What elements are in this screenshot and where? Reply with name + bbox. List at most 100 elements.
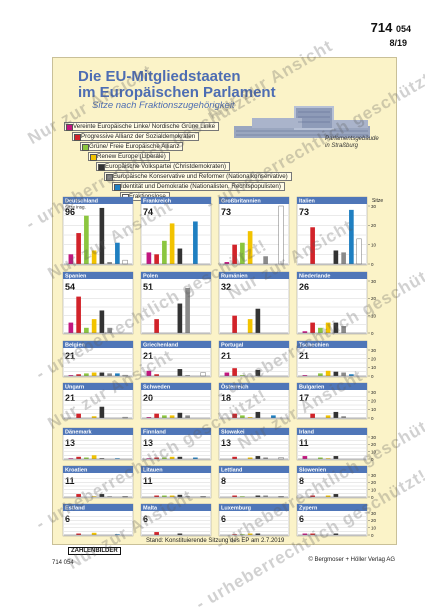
country-panel: Belgien 21 bbox=[62, 340, 134, 378]
panel-background bbox=[62, 271, 134, 335]
y-axis-label: Sitze bbox=[372, 198, 383, 204]
sheet-issue: 8/19 bbox=[389, 38, 407, 48]
bar bbox=[84, 457, 89, 459]
bar bbox=[68, 458, 74, 459]
country-total: 21 bbox=[65, 351, 75, 361]
legend-item: Renew Europe (Liberale) bbox=[88, 152, 170, 161]
y-tick-label: 30 bbox=[371, 204, 377, 209]
y-tick-label: 20 bbox=[371, 480, 377, 485]
bar bbox=[76, 296, 81, 333]
panel-header bbox=[219, 428, 289, 435]
legend-swatch bbox=[66, 124, 73, 131]
panel-header bbox=[219, 383, 289, 390]
panel-header bbox=[141, 272, 211, 279]
country-panel: Rumänien 32 bbox=[218, 271, 290, 335]
legend-item: Europäische Konservative und Reformer (N… bbox=[104, 172, 292, 181]
panel-header bbox=[63, 466, 133, 473]
country-name: Tschechien bbox=[299, 343, 329, 349]
y-tick-label: 30 bbox=[371, 279, 377, 284]
bar bbox=[271, 415, 276, 418]
bar bbox=[193, 457, 198, 459]
bar bbox=[185, 375, 190, 376]
bar bbox=[255, 495, 261, 497]
bar bbox=[247, 533, 253, 535]
bar bbox=[107, 262, 112, 264]
country-panel: Zypern 6 0 10 20 30 bbox=[296, 503, 377, 538]
bar bbox=[91, 416, 97, 418]
bar bbox=[232, 413, 237, 418]
country-total: 20 bbox=[143, 393, 153, 403]
country-panel: Kroatien 11 bbox=[62, 465, 134, 499]
bar bbox=[185, 415, 190, 418]
country-name: Österreich bbox=[221, 384, 249, 391]
y-tick-label: 30 bbox=[371, 390, 377, 395]
y-tick-label: 20 bbox=[371, 398, 377, 403]
bar bbox=[177, 533, 183, 535]
country-total: 51 bbox=[143, 282, 153, 292]
country-name: Spanien bbox=[65, 274, 87, 280]
country-name: Finnland bbox=[143, 430, 166, 436]
y-tick-label: 0 bbox=[371, 374, 374, 379]
legend-label: Grüne/ Freie Europäische Allianz bbox=[89, 143, 180, 150]
bar bbox=[169, 495, 175, 497]
country-panel: Slowenien 8 0 10 20 30 bbox=[296, 465, 377, 500]
panel-background bbox=[296, 271, 368, 335]
bar bbox=[177, 248, 183, 264]
legend-label: Renew Europe (Liberale) bbox=[97, 153, 166, 160]
y-tick-label: 0 bbox=[371, 533, 374, 538]
country-name: Estland bbox=[65, 506, 85, 512]
country-total: 6 bbox=[299, 514, 304, 524]
country-name: Irland bbox=[299, 430, 314, 436]
country-total: 21 bbox=[65, 393, 75, 403]
bar bbox=[76, 494, 81, 497]
bar bbox=[91, 250, 97, 264]
country-total: 11 bbox=[143, 476, 153, 486]
panel-header bbox=[297, 341, 367, 348]
country-panel: Tschechien 21 0 10 20 30 bbox=[296, 340, 377, 379]
country-name: Italien bbox=[299, 199, 316, 205]
legend-label: Vereinte Europäische Linke/ Nordische Gr… bbox=[73, 123, 216, 130]
bar bbox=[99, 310, 105, 333]
title-line-2: im Europäischen Parlament bbox=[78, 84, 276, 101]
publisher-credit: © Bergmoser + Höller Verlag AG bbox=[308, 557, 395, 563]
bar bbox=[325, 458, 331, 459]
panel-background bbox=[218, 271, 290, 335]
bar bbox=[247, 457, 253, 459]
bar bbox=[68, 375, 74, 376]
bar bbox=[263, 495, 268, 497]
bar bbox=[356, 238, 362, 265]
country-name: Großbritannien bbox=[221, 199, 261, 205]
stand-note: Stand: Konstituierende Sitzung des EP am… bbox=[146, 538, 285, 544]
country-panel: Österreich 18 bbox=[218, 382, 290, 420]
bar bbox=[255, 533, 261, 535]
bar bbox=[247, 231, 253, 264]
panel-header bbox=[219, 504, 289, 511]
bar bbox=[154, 457, 159, 459]
country-total: 96 bbox=[65, 207, 75, 217]
country-panel: Portugal 21 bbox=[218, 340, 290, 378]
country-total: 13 bbox=[221, 438, 231, 448]
bar bbox=[240, 415, 245, 418]
bar bbox=[255, 411, 261, 418]
total-seats-label: Sitze insg. bbox=[65, 205, 86, 210]
bar bbox=[76, 533, 81, 535]
country-name: Zypern bbox=[299, 506, 318, 512]
bar bbox=[333, 411, 339, 418]
country-name: Malta bbox=[143, 506, 158, 512]
bar bbox=[162, 457, 167, 459]
y-tick-label: 30 bbox=[371, 348, 377, 353]
bar bbox=[193, 221, 198, 264]
bar bbox=[224, 372, 230, 376]
country-panel: Schweden 20 bbox=[140, 382, 212, 420]
bar bbox=[154, 374, 159, 376]
legend-label: Europäische Volkspartei (Christdemokrate… bbox=[105, 163, 227, 170]
panel-header bbox=[63, 272, 133, 279]
country-total: 21 bbox=[221, 351, 231, 361]
bar bbox=[177, 369, 183, 376]
panel-header bbox=[297, 428, 367, 435]
country-panel: Litauen 11 bbox=[140, 465, 212, 499]
panel-background bbox=[62, 196, 134, 266]
legend-swatch bbox=[74, 134, 81, 141]
country-panel: Polen 51 bbox=[140, 271, 212, 335]
bar bbox=[162, 415, 167, 418]
